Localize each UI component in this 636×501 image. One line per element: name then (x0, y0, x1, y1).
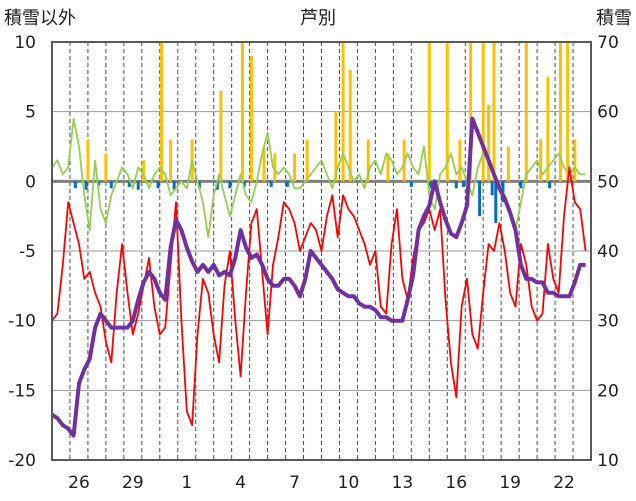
precip-bar (242, 181, 246, 187)
precip-bar (219, 90, 223, 182)
precip-bar (334, 111, 338, 182)
precip-bar (285, 181, 289, 187)
precip-bar (84, 181, 88, 190)
precip-bar (156, 181, 160, 189)
precip-bar (478, 181, 482, 217)
plot-frame (51, 41, 592, 461)
y-right-tick-label: 70 (597, 33, 619, 53)
precip-bar (109, 181, 113, 189)
x-tick-label: 4 (235, 473, 246, 493)
precip-bar (386, 153, 390, 182)
precip-bar (366, 139, 370, 182)
precip-bar (127, 181, 131, 187)
precip-bar (429, 181, 433, 189)
precip-bar (73, 181, 77, 189)
precip-bar (262, 146, 266, 182)
precip-bar (524, 42, 528, 182)
snow-depth-line (50, 116, 586, 438)
y-right-tick-label: 50 (597, 172, 619, 192)
precip-bar (249, 55, 253, 182)
precip-bar (519, 181, 523, 189)
precip-bar (240, 42, 244, 182)
y-left-ticks: 10 5 0 -5 -10 -15 -20 (8, 33, 36, 471)
x-tick-label: 1 (181, 473, 192, 493)
precip-bar (458, 139, 462, 182)
y-left-tick-label: 0 (25, 172, 36, 192)
precip-bar (273, 153, 277, 182)
precip-bar (506, 146, 510, 182)
precip-bar (487, 104, 491, 182)
precip-bar (160, 42, 164, 182)
precip-bar (427, 42, 431, 182)
x-tick-label: 10 (338, 473, 360, 493)
precip-bar (228, 181, 232, 189)
x-tick-label: 16 (445, 473, 467, 493)
y-left-tick-label: 10 (14, 33, 36, 53)
precip-bar (136, 181, 140, 190)
y-left-tick-label: 5 (25, 103, 36, 123)
precip-bar (169, 139, 173, 182)
x-tick-label: 19 (499, 473, 521, 493)
precip-bar (142, 160, 146, 182)
x-tick-label: 7 (289, 473, 300, 493)
y-left-tick-label: -20 (8, 451, 36, 471)
y-left-tick-label: -15 (8, 381, 36, 401)
precip-bar (269, 181, 273, 187)
temperature-line (51, 166, 587, 427)
y-right-label: 積雪 (596, 8, 632, 29)
y-left-tick-label: -5 (19, 242, 36, 262)
precip-bar (215, 181, 219, 190)
x-tick-label: 26 (68, 473, 90, 493)
precip-bar (293, 153, 297, 182)
y-right-ticks: 70 60 50 40 30 20 10 (597, 33, 619, 471)
x-ticks: 26 29 1 4 7 10 13 16 19 22 (68, 473, 575, 493)
x-tick-label: 13 (392, 473, 414, 493)
y-right-tick-label: 30 (597, 312, 619, 332)
y-right-tick-label: 10 (597, 451, 619, 471)
precip-bar (454, 181, 458, 189)
precip-bar (86, 139, 90, 182)
precip-bar (461, 181, 465, 187)
precip-bar (573, 139, 577, 182)
x-tick-label: 22 (553, 473, 575, 493)
precip-bar (469, 42, 473, 182)
precip-bar (104, 153, 108, 182)
precip-bar (97, 181, 101, 186)
precip-bar (341, 42, 345, 182)
y-right-tick-label: 20 (597, 381, 619, 401)
precip-bar (348, 69, 352, 182)
series-lines (50, 116, 587, 438)
precip-bar (548, 181, 552, 189)
precip-bar (546, 76, 550, 182)
precip-bar (490, 181, 494, 196)
wind-line (51, 117, 586, 239)
precip-bar (172, 181, 176, 190)
precip-bar (566, 42, 570, 182)
x-tick-label: 29 (122, 473, 144, 493)
precip-bar (494, 181, 498, 224)
precip-bar (558, 42, 562, 182)
plot-border (51, 41, 592, 461)
precip-bar (492, 42, 496, 182)
precip-bar (445, 42, 449, 182)
y-right-tick-label: 60 (597, 103, 619, 123)
chart-title: 芦別 (300, 8, 336, 29)
precip-bar (409, 181, 413, 187)
precipitation-bars (73, 42, 577, 224)
precip-bar (539, 139, 543, 182)
y-right-tick-label: 40 (597, 242, 619, 262)
precip-bar (305, 139, 309, 182)
y-left-label: 積雪以外 (4, 8, 76, 29)
precip-bar (481, 42, 485, 182)
y-left-tick-label: -10 (8, 312, 36, 332)
